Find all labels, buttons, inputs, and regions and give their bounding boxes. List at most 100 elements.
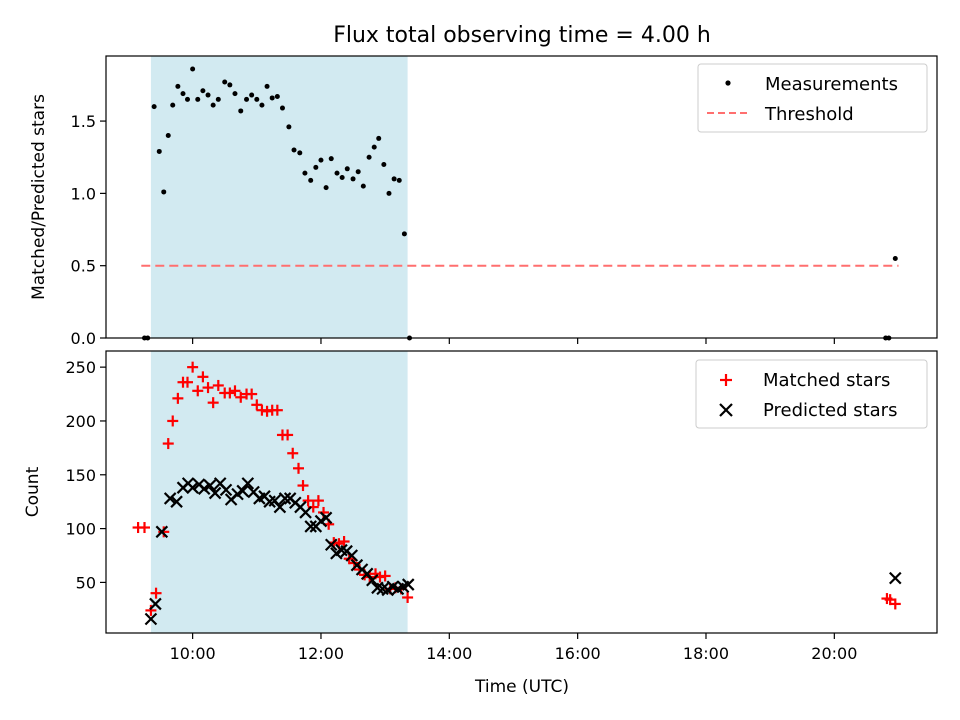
measurement-point (200, 88, 206, 94)
panel-ratio: 0.0 0.5 1.0 1.5 Matched/Predicted stars Mea… (29, 55, 938, 348)
predicted-point (197, 482, 211, 496)
measurement-point (355, 169, 361, 175)
matched-point (145, 604, 157, 616)
measurement-point (334, 170, 340, 176)
predicted-point (208, 486, 222, 500)
matched-point (246, 388, 258, 400)
matched-point (212, 379, 224, 391)
y-tick-label: 250 (65, 358, 96, 377)
measurement-point (238, 108, 244, 114)
measurement-point (249, 92, 255, 98)
matched-point (251, 399, 263, 411)
predicted-point (366, 573, 379, 587)
matched-point (312, 495, 324, 507)
x-tick-label: 14:00 (426, 644, 472, 663)
matched-point (287, 447, 299, 459)
measurement-point (297, 150, 303, 156)
y-tick-label: 0.0 (71, 329, 96, 348)
legend-threshold-label: Threshold (764, 104, 854, 125)
measurement-point (371, 144, 377, 150)
x-tick-label: 10:00 (170, 644, 216, 663)
matched-point (271, 404, 283, 416)
matched-point (172, 392, 184, 404)
measurement-point (313, 164, 319, 170)
measurement-point (232, 91, 238, 97)
legend-measurements-label: Measurements (765, 74, 898, 95)
measurement-point (274, 93, 280, 99)
matched-point (297, 480, 309, 492)
ratio-plot-area (141, 66, 899, 341)
legend-measurements-marker (725, 80, 731, 86)
measurement-point (318, 157, 324, 163)
legend-matched-marker (720, 374, 732, 386)
measurement-point (892, 255, 898, 261)
predicted-point (219, 483, 233, 497)
ratio-y-axis-label: Matched/Predicted stars (29, 94, 49, 300)
measurement-point (391, 176, 397, 182)
predicted-point (401, 578, 415, 591)
matched-point (207, 397, 219, 409)
measurement-point (190, 66, 196, 72)
measurement-point (302, 170, 308, 176)
counts-x-axis: 10:00 12:00 14:00 16:00 18:00 20:00 (170, 633, 857, 663)
counts-legend: Matched stars Predicted stars (695, 359, 928, 429)
measurement-point (323, 185, 329, 191)
y-tick-label: 0.5 (71, 257, 96, 276)
measurement-point (269, 95, 275, 101)
measurement-point (244, 96, 250, 102)
matched-point (167, 415, 179, 427)
matched-point (338, 536, 350, 548)
matched-point (224, 387, 236, 399)
matched-point (197, 371, 209, 383)
measurement-point (259, 102, 265, 108)
x-tick-label: 12:00 (298, 644, 344, 663)
measurement-point (366, 154, 372, 160)
measurement-point (215, 96, 221, 102)
predicted-point (144, 612, 158, 626)
measurement-point (254, 96, 260, 102)
predicted-point (203, 479, 217, 492)
measurement-point (279, 105, 285, 111)
predicted-point (236, 484, 249, 498)
x-tick-label: 18:00 (683, 644, 729, 663)
measurement-point (184, 96, 190, 102)
chart-title: Flux total observing time = 4.00 h (333, 23, 711, 48)
counts-plot-area (132, 361, 902, 626)
matched-point (150, 587, 162, 599)
predicted-point (155, 525, 169, 539)
x-tick-label: 16:00 (555, 644, 601, 663)
panel-counts: 50 100 150 200 250 10:00 12:00 14:00 16:00 18:00… (23, 350, 938, 697)
measurement-point (165, 133, 171, 139)
matched-point (181, 376, 193, 388)
measurement-point (308, 177, 314, 183)
legend-predicted-marker (719, 403, 733, 417)
measurement-point (396, 177, 402, 183)
ratio-legend: Measurements Threshold (697, 63, 928, 133)
measurement-point (291, 147, 297, 153)
observing-window-shade (150, 351, 408, 633)
measurement-point (205, 92, 211, 98)
measurement-point (151, 104, 157, 110)
counts-x-axis-label: Time (UTC) (474, 677, 569, 697)
ratio-y-axis: 0.0 0.5 1.0 1.5 (71, 112, 106, 348)
matched-point (139, 522, 151, 534)
observing-window-shade (150, 56, 408, 338)
measurement-point (175, 83, 181, 89)
predicted-point (186, 481, 199, 494)
predicted-point (170, 495, 183, 508)
matched-point (302, 495, 314, 507)
y-tick-label: 1.5 (71, 112, 96, 131)
matched-point (202, 382, 214, 394)
matched-point (282, 429, 294, 441)
predicted-point (241, 477, 255, 490)
counts-y-axis: 50 100 150 200 250 (65, 358, 106, 592)
matched-point (192, 385, 204, 397)
y-tick-label: 150 (65, 466, 96, 485)
legend-predicted-label: Predicted stars (763, 400, 897, 421)
legend-matched-label: Matched stars (763, 370, 890, 391)
y-tick-label: 1.0 (71, 184, 96, 203)
y-tick-label: 200 (65, 412, 96, 431)
matched-point (229, 385, 241, 397)
matched-point (187, 361, 199, 373)
